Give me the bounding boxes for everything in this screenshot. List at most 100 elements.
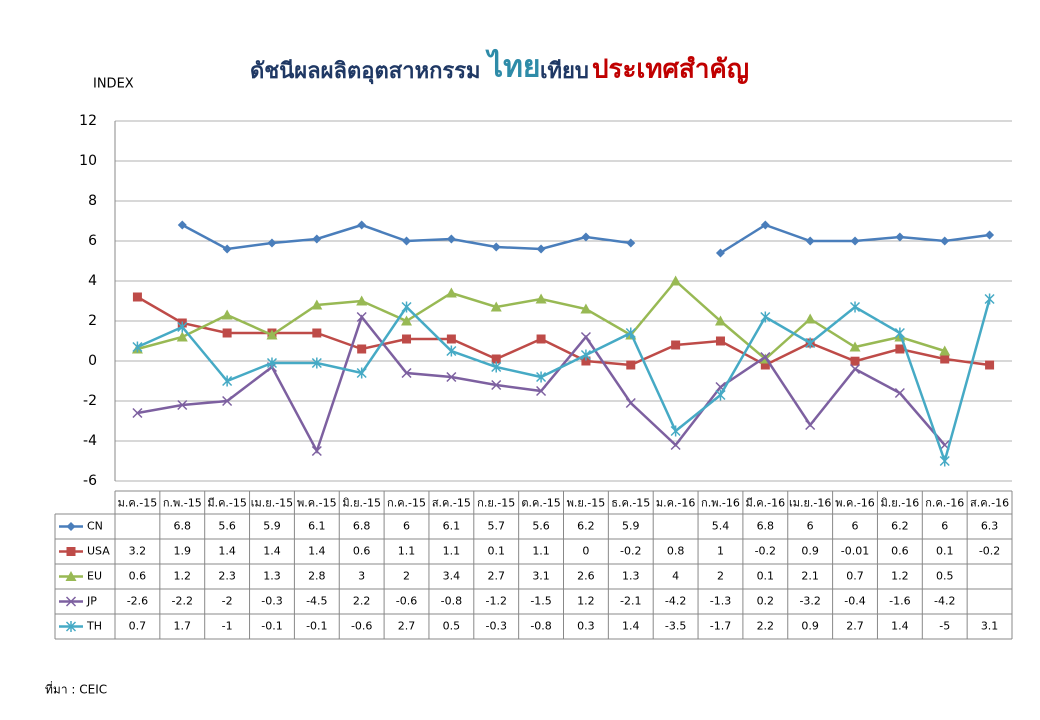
marker	[895, 232, 905, 242]
table-cell: 2.8	[308, 570, 326, 583]
table-cell: -2.1	[620, 595, 641, 608]
marker	[491, 379, 502, 391]
series-line	[136, 295, 990, 367]
table-cell: 2	[403, 570, 410, 583]
table-cell: 6	[941, 520, 948, 533]
table-cell: 2	[717, 570, 724, 583]
table-cell: 0.3	[577, 620, 595, 633]
table-cell: 6	[403, 520, 410, 533]
table-cell: 2.7	[398, 620, 416, 633]
table-cell: 0	[582, 545, 589, 558]
table-cell: 1.7	[174, 620, 192, 633]
marker	[311, 445, 322, 457]
x-tick-label: เม.ย.-15	[251, 497, 293, 510]
marker	[65, 571, 77, 581]
source-note: ที่มา : CEIC	[45, 681, 107, 697]
table-cell: -3.2	[799, 595, 820, 608]
marker	[760, 351, 771, 363]
marker	[894, 387, 905, 399]
x-tick-label: ต.ค.-15	[521, 497, 560, 510]
marker	[222, 395, 233, 407]
marker	[222, 328, 232, 338]
x-tick-label: ก.พ.-16	[701, 497, 740, 510]
table-cell: 0.1	[757, 570, 775, 583]
y-tick-label: 2	[88, 313, 97, 329]
marker	[625, 397, 636, 409]
marker	[760, 220, 770, 230]
marker	[715, 389, 726, 401]
x-tick-label: มี.ค.-15	[207, 497, 247, 510]
series-markers	[177, 220, 995, 258]
table-cell: 1.1	[398, 545, 416, 558]
marker	[535, 293, 547, 304]
table-cell: 5.9	[263, 520, 281, 533]
table-cell: 5.7	[487, 520, 505, 533]
marker	[222, 244, 232, 254]
table-cell: 3	[358, 570, 365, 583]
series-markers	[132, 311, 950, 457]
table-cell: 0.5	[443, 620, 461, 633]
table-cell: 6.8	[174, 520, 192, 533]
marker	[312, 234, 322, 244]
series-markers	[132, 293, 995, 467]
table-cell: 0.6	[129, 570, 147, 583]
marker	[714, 315, 726, 326]
legend-label: JP	[86, 595, 97, 608]
marker	[312, 328, 322, 338]
table-cell: 6.1	[443, 520, 461, 533]
table-cell: -4.2	[934, 595, 955, 608]
marker	[939, 345, 951, 356]
marker	[849, 301, 861, 313]
table-cell: 1.4	[218, 545, 236, 558]
marker	[402, 236, 412, 246]
marker	[446, 334, 456, 344]
marker	[132, 407, 143, 419]
marker	[670, 275, 682, 286]
table-cell: 0.6	[891, 545, 909, 558]
marker	[66, 547, 76, 556]
table-cell: -4.2	[665, 595, 686, 608]
table-cell: 0.9	[801, 620, 819, 633]
table-cell: 1.2	[891, 570, 909, 583]
y-tick-label: -2	[83, 393, 97, 409]
legend-label: EU	[87, 570, 102, 583]
table-cell: 0.7	[129, 620, 147, 633]
x-tick-label: มี.ค.-16	[746, 497, 786, 510]
table-cell: 1.2	[577, 595, 595, 608]
marker	[985, 360, 995, 370]
y-tick-label: 4	[88, 273, 97, 289]
y-axis-label: INDEX	[93, 77, 134, 92]
table-cell: 6	[852, 520, 859, 533]
y-tick-label: 10	[79, 153, 97, 169]
legend-label: TH	[86, 620, 102, 633]
marker	[221, 309, 233, 320]
marker	[715, 336, 725, 346]
table-cell: -0.6	[396, 595, 417, 608]
marker	[894, 327, 905, 339]
chart-title: ประเทศสำคัญ	[592, 55, 749, 85]
table-cell: 2.3	[218, 570, 236, 583]
marker	[446, 234, 456, 244]
table-cell: 3.1	[532, 570, 550, 583]
table-cell: 0.1	[487, 545, 505, 558]
marker	[940, 236, 950, 246]
marker	[132, 341, 143, 353]
marker	[357, 220, 367, 230]
marker	[266, 357, 278, 369]
table-cell: 1.3	[263, 570, 281, 583]
table-cell: 5.6	[532, 520, 550, 533]
x-tick-label: ก.ค.-15	[387, 497, 426, 510]
marker	[625, 327, 636, 339]
table-cell: 6.8	[353, 520, 371, 533]
y-tick-label: 6	[88, 233, 97, 249]
marker	[491, 242, 501, 252]
marker	[65, 596, 77, 607]
x-tick-label: ม.ค.-15	[118, 497, 158, 510]
table-cell: -1.7	[710, 620, 731, 633]
table-cell: -0.1	[261, 620, 282, 633]
table-cell: -0.2	[979, 545, 1000, 558]
marker	[176, 331, 188, 342]
table-cell: -0.6	[351, 620, 372, 633]
marker	[760, 311, 771, 323]
